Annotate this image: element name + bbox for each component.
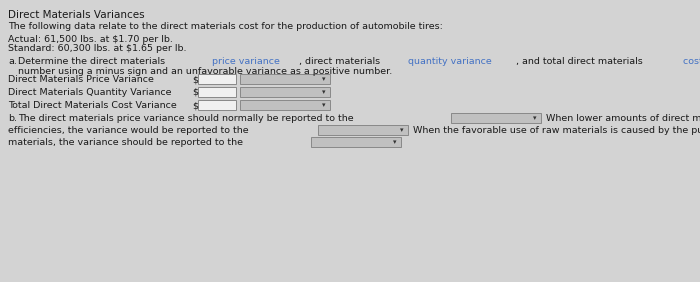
Text: materials, the variance should be reported to the: materials, the variance should be report… [8,138,243,147]
Text: Actual: 61,500 lbs. at $1.70 per lb.: Actual: 61,500 lbs. at $1.70 per lb. [8,35,173,44]
Text: a.: a. [8,57,17,66]
Bar [240,100,330,110]
Bar [240,74,330,84]
Text: $: $ [192,101,198,110]
Text: cost variance: cost variance [683,57,700,66]
Text: Standard: 60,300 lbs. at $1.65 per lb.: Standard: 60,300 lbs. at $1.65 per lb. [8,44,186,53]
Bar [198,74,236,84]
Text: b.: b. [8,114,17,123]
Text: The direct materials price variance should normally be reported to the: The direct materials price variance shou… [18,114,354,123]
Text: Direct Materials Variances: Direct Materials Variances [8,10,145,20]
Bar [312,137,401,147]
Text: ▾: ▾ [400,127,403,133]
Bar [318,125,409,135]
Bar [198,100,236,110]
Text: ▾: ▾ [321,102,325,108]
Text: Direct Materials Price Variance: Direct Materials Price Variance [8,75,154,84]
Bar [240,87,330,97]
Text: ▾: ▾ [321,76,325,82]
Bar [451,113,541,123]
Text: Direct Materials Quantity Variance: Direct Materials Quantity Variance [8,88,171,97]
Text: Determine the direct materials: Determine the direct materials [18,57,168,66]
Text: The following data relate to the direct materials cost for the production of aut: The following data relate to the direct … [8,22,443,31]
Text: ▾: ▾ [321,89,325,95]
Text: , and total direct materials: , and total direct materials [516,57,645,66]
Text: $: $ [192,75,198,84]
Text: number using a minus sign and an unfavorable variance as a positive number.: number using a minus sign and an unfavor… [18,67,392,76]
Text: , direct materials: , direct materials [300,57,384,66]
Text: efficiencies, the variance would be reported to the: efficiencies, the variance would be repo… [8,126,248,135]
Text: ▾: ▾ [393,139,396,145]
Text: quantity variance: quantity variance [408,57,491,66]
Text: price variance: price variance [211,57,279,66]
Text: Total Direct Materials Cost Variance: Total Direct Materials Cost Variance [8,101,176,110]
Bar [198,87,236,97]
Text: When lower amounts of direct materials are used because of production: When lower amounts of direct materials a… [543,114,700,123]
Text: $: $ [192,88,198,97]
Text: ▾: ▾ [533,115,536,121]
Text: When the favorable use of raw materials is caused by the purchase of higher-qual: When the favorable use of raw materials … [410,126,700,135]
